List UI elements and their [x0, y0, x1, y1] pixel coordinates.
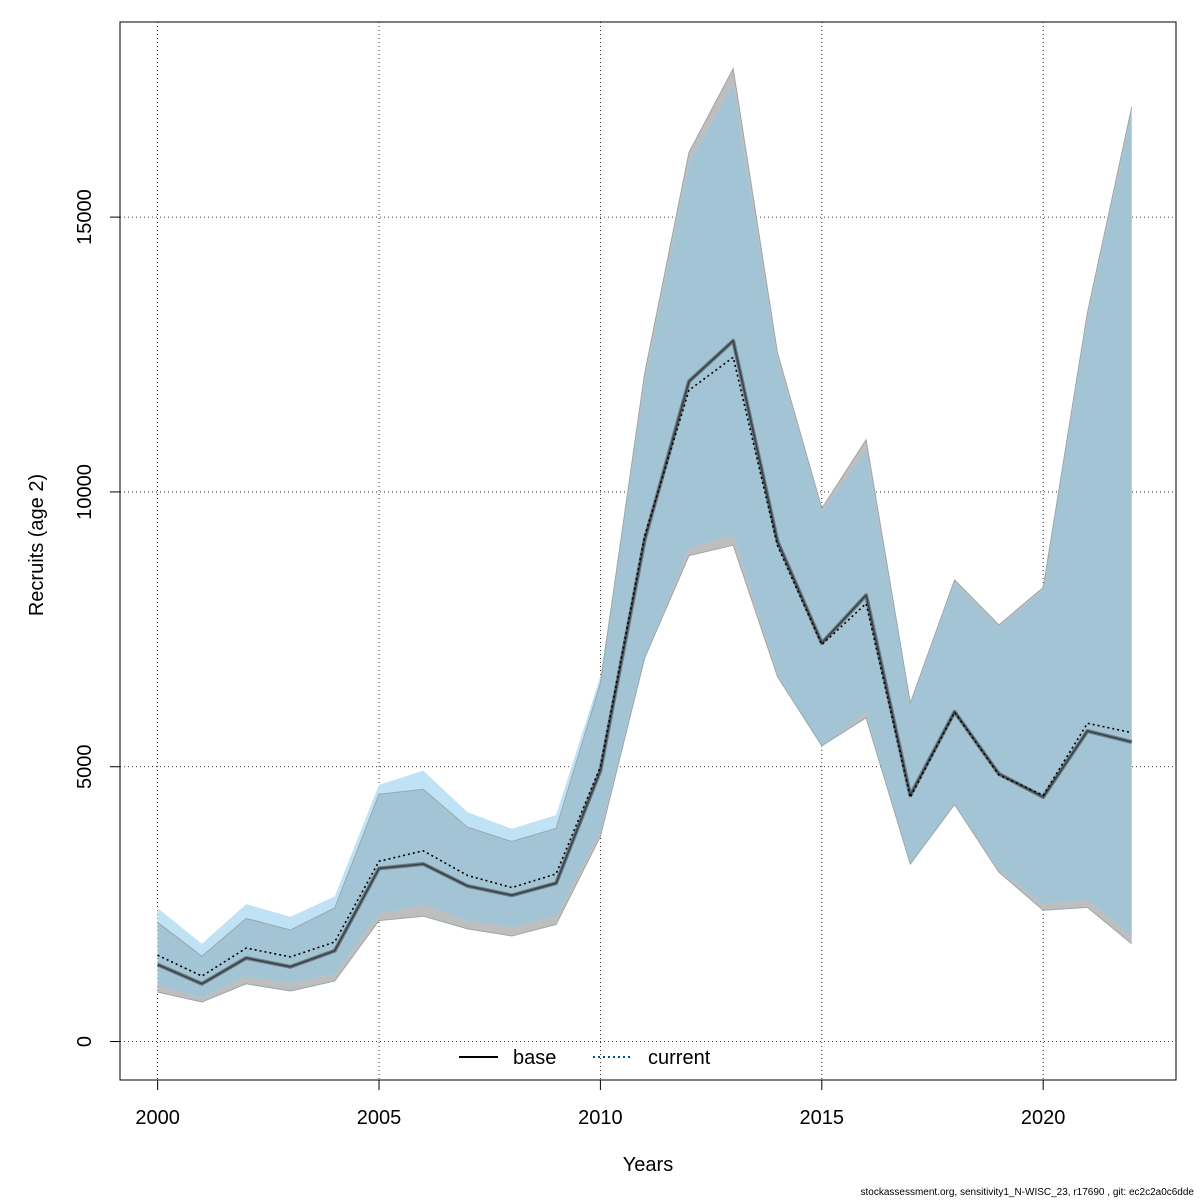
- y-tick-label-5000: 5000: [74, 744, 96, 789]
- x-tick-label-2015: 2015: [800, 1107, 845, 1129]
- x-tick-label-2005: 2005: [357, 1107, 402, 1129]
- footer-note: stockassessment.org, sensitivity1_N-WISC…: [860, 1187, 1195, 1198]
- y-tick-label-10000: 10000: [74, 464, 96, 520]
- y-axis: 0 5000 10000 15000: [74, 189, 121, 1047]
- series-line-current: [157, 356, 1132, 977]
- legend: base current: [459, 1047, 711, 1069]
- x-axis-title: Years: [623, 1154, 673, 1176]
- x-axis: 2000 2005 2010 2015 2020: [135, 1079, 1066, 1129]
- legend-label-current: current: [648, 1047, 711, 1069]
- y-tick-label-15000: 15000: [74, 189, 96, 245]
- x-tick-label-2000: 2000: [135, 1107, 180, 1129]
- band-base-lower-edge: [157, 544, 1133, 1003]
- y-axis-title: Recruits (age 2): [26, 474, 48, 616]
- x-tick-label-2010: 2010: [578, 1107, 623, 1129]
- legend-label-base: base: [513, 1047, 556, 1069]
- x-tick-label-2020: 2020: [1021, 1107, 1066, 1129]
- series-lines: [156, 338, 1133, 986]
- y-tick-label-0: 0: [74, 1036, 96, 1047]
- band-base-upper-edge: [157, 67, 1133, 957]
